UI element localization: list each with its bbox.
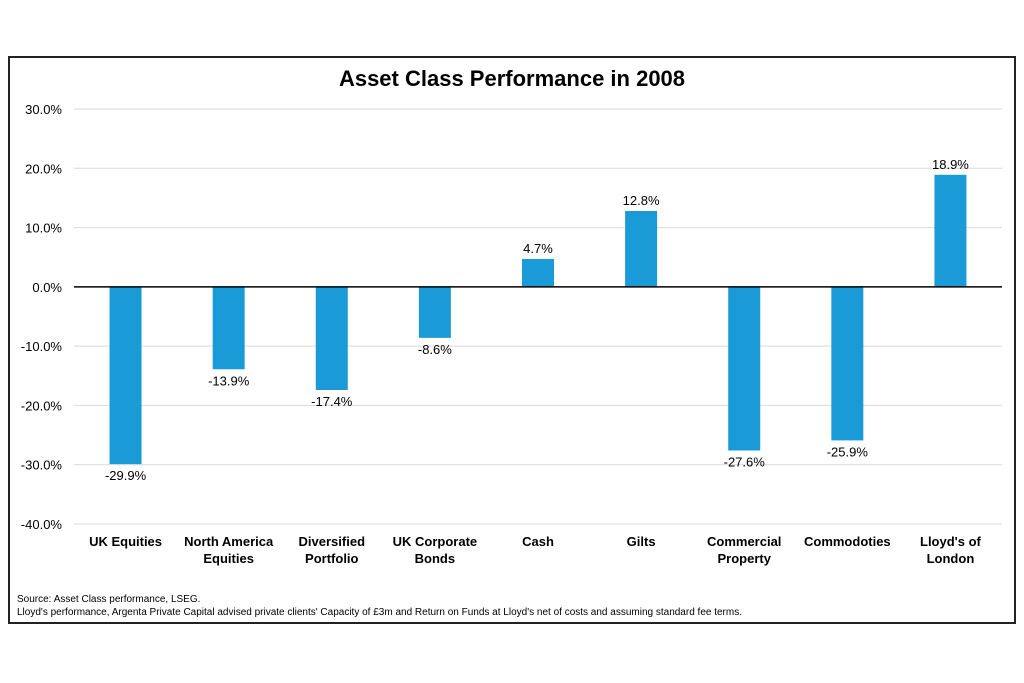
category-label: Commodoties xyxy=(804,534,891,549)
y-tick-label: 30.0% xyxy=(25,102,62,117)
category-label: UK Equities xyxy=(89,534,162,549)
footnote-source: Source: Asset Class performance, LSEG. xyxy=(17,594,201,605)
category-label: Cash xyxy=(522,534,554,549)
bar xyxy=(315,286,348,391)
category-label: Portfolio xyxy=(305,551,358,566)
data-label: -17.4% xyxy=(311,394,353,409)
y-tick-label: -40.0% xyxy=(21,517,63,532)
category-label: Bonds xyxy=(415,551,455,566)
y-tick-label: -30.0% xyxy=(21,458,63,473)
data-label: 18.9% xyxy=(932,157,969,172)
category-label: Commercial xyxy=(707,534,781,549)
bar xyxy=(728,286,761,451)
bar xyxy=(522,258,554,287)
data-label: -8.6% xyxy=(418,342,452,357)
y-tick-label: 20.0% xyxy=(25,161,62,176)
data-label: -27.6% xyxy=(724,454,766,469)
data-label: -13.9% xyxy=(208,373,250,388)
y-tick-label: -10.0% xyxy=(21,339,63,354)
category-label: UK Corporate xyxy=(393,534,478,549)
category-label: North America xyxy=(184,534,274,549)
bar xyxy=(831,286,864,441)
category-label: Equities xyxy=(203,551,254,566)
bar xyxy=(212,286,245,370)
category-label: Diversified xyxy=(299,534,366,549)
bar xyxy=(934,174,967,287)
bar xyxy=(625,210,658,287)
data-label: 4.7% xyxy=(523,241,553,256)
chart-title: Asset Class Performance in 2008 xyxy=(338,66,686,91)
data-label: -29.9% xyxy=(105,468,147,483)
y-tick-label: 10.0% xyxy=(25,221,62,236)
category-label: London xyxy=(927,551,975,566)
bar xyxy=(418,286,451,338)
footnote-lloyds: Lloyd's performance, Argenta Private Cap… xyxy=(17,607,742,618)
category-label: Lloyd's of xyxy=(920,534,982,549)
y-tick-label: 0.0% xyxy=(32,280,62,295)
data-label: -25.9% xyxy=(827,444,869,459)
bar xyxy=(109,286,142,465)
category-label: Property xyxy=(717,551,771,566)
y-tick-label: -20.0% xyxy=(21,398,63,413)
category-label: Gilts xyxy=(627,534,656,549)
data-label: 12.8% xyxy=(623,193,660,208)
